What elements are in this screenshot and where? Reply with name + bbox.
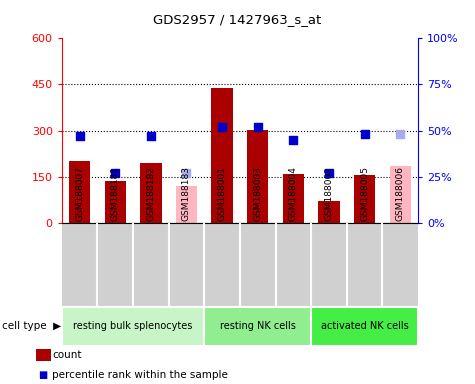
Bar [311,307,418,346]
Bar [62,307,204,346]
Text: resting NK cells: resting NK cells [220,321,295,331]
Point [147,133,155,139]
Bar [140,163,162,223]
Point [111,170,119,176]
Point [218,124,226,130]
Text: GDS2957 / 1427963_s_at: GDS2957 / 1427963_s_at [153,13,322,26]
Bar [176,186,197,223]
Point [182,170,190,176]
Bar [211,88,233,223]
Point [76,133,84,139]
Text: cell type  ▶: cell type ▶ [2,321,61,331]
Point [396,131,404,137]
Bar [318,200,340,223]
Point [254,124,261,130]
Bar [247,130,268,223]
Bar [104,181,126,223]
Bar [354,175,375,223]
Text: percentile rank within the sample: percentile rank within the sample [52,370,228,380]
Bar [390,166,411,223]
Text: count: count [52,350,82,360]
Text: ■: ■ [38,370,48,380]
Bar [204,307,311,346]
Text: activated NK cells: activated NK cells [321,321,408,331]
Bar [69,161,90,223]
Point [361,131,369,137]
Point [289,137,297,143]
Text: resting bulk splenocytes: resting bulk splenocytes [73,321,193,331]
Bar [283,174,304,223]
Point [325,170,332,176]
